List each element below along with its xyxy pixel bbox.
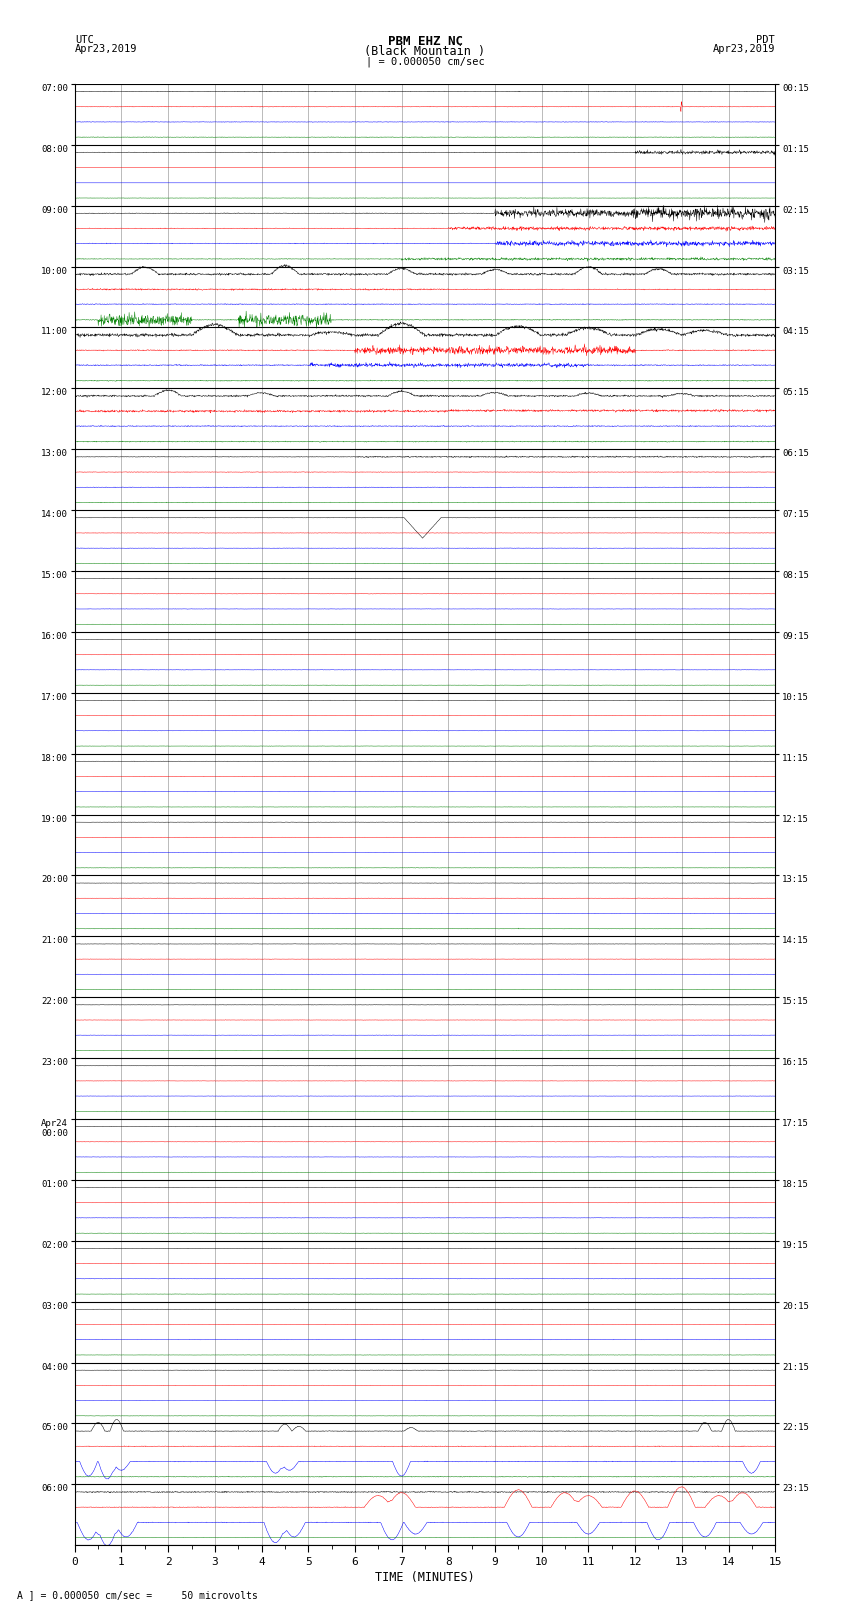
Text: UTC: UTC — [75, 35, 94, 45]
Text: | = 0.000050 cm/sec: | = 0.000050 cm/sec — [366, 56, 484, 68]
Text: Apr23,2019: Apr23,2019 — [712, 44, 775, 53]
Text: PBM EHZ NC: PBM EHZ NC — [388, 35, 462, 48]
Text: Apr23,2019: Apr23,2019 — [75, 44, 138, 53]
Text: (Black Mountain ): (Black Mountain ) — [365, 45, 485, 58]
Text: A ] = 0.000050 cm/sec =     50 microvolts: A ] = 0.000050 cm/sec = 50 microvolts — [17, 1590, 258, 1600]
X-axis label: TIME (MINUTES): TIME (MINUTES) — [375, 1571, 475, 1584]
Text: PDT: PDT — [756, 35, 775, 45]
